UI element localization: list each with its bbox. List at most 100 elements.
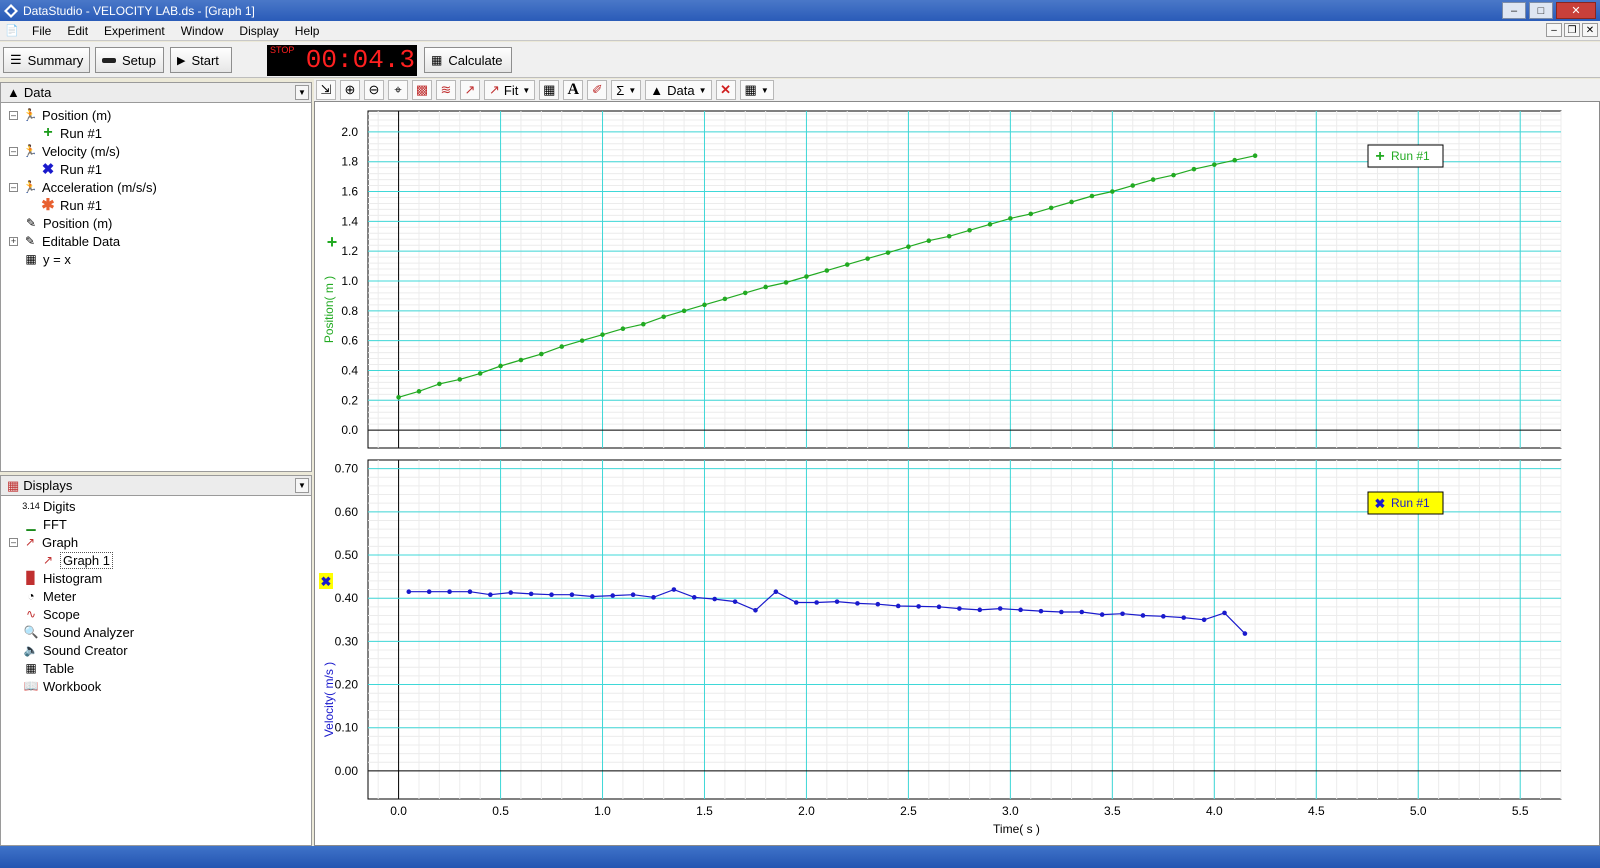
graph-icon: ↗ [24, 535, 36, 549]
displays-panel-dropdown[interactable]: ▼ [295, 478, 309, 493]
data-panel: ▲ Data ▼ – 🏃 Position (m) + Run #1 – 🏃 Veloci… [0, 82, 312, 472]
calculator-icon[interactable]: ▦ [539, 80, 560, 100]
display-item-label: Meter [43, 588, 77, 604]
velocity-data-point [671, 587, 677, 592]
delete-icon[interactable]: ✕ [715, 80, 736, 100]
graph-canvas[interactable]: 0.0 0.2 0.4 0.6 0.8 1.0 1.2 1.4 1.6 1.8 2.0 Positio… [315, 102, 1600, 847]
child-restore-button[interactable]: ❐ [1564, 23, 1580, 37]
menu-help[interactable]: Help [294, 23, 320, 38]
menu-experiment[interactable]: Experiment [104, 23, 165, 38]
velocity-data-point [651, 595, 656, 600]
display-item-graph[interactable]: – ↗ Graph [9, 533, 78, 551]
expand-icon[interactable]: + [9, 235, 18, 246]
minimize-button[interactable]: – [1502, 2, 1526, 19]
display-item-sound-analyzer[interactable]: 🔍 Sound Analyzer [24, 623, 135, 641]
tree-item-position-editable[interactable]: ✎ Position (m) [24, 214, 112, 232]
zoom-in-icon[interactable]: ⊕ [340, 80, 360, 100]
child-close-button[interactable]: ✕ [1582, 23, 1598, 37]
position-data-point [783, 280, 789, 285]
display-item-sound-creator[interactable]: 🔈 Sound Creator [24, 641, 128, 659]
chevron-down-icon: ▼ [628, 85, 637, 95]
velocity-data-point [630, 592, 636, 598]
display-item-table[interactable]: ▦ Table [24, 659, 74, 677]
position-data-point [722, 296, 728, 302]
display-item-graph-1[interactable]: ↗ Graph 1 [41, 551, 113, 569]
display-item-label: Table [43, 660, 75, 676]
fit-dropdown[interactable]: ↗ Fit ▼ [484, 80, 536, 100]
menu-window[interactable]: Window [180, 23, 224, 38]
close-button[interactable]: ✕ [1556, 2, 1596, 19]
velocity-y-axis-label: Velocity( m/s ) [322, 662, 336, 737]
chevron-down-icon: ▼ [522, 85, 531, 95]
position-y-tick-label: 0.6 [341, 334, 358, 348]
tree-item-velocity-run1[interactable]: ✖ Run #1 [41, 160, 102, 178]
display-item-histogram[interactable]: ▉ Histogram [24, 569, 102, 587]
velocity-data-point [1038, 608, 1044, 614]
graph-settings-dropdown[interactable]: ▦ ▼ [739, 80, 774, 100]
velocity-data-point [1018, 607, 1023, 613]
position-axis-plus-icon: + [327, 232, 338, 252]
velocity-data-point [610, 593, 616, 598]
collapse-icon[interactable]: – [9, 181, 18, 192]
display-item-label: Graph [42, 534, 79, 550]
tree-item-acceleration-run1[interactable]: ✱ Run #1 [41, 196, 102, 214]
zoom-select-icon[interactable]: ⌖ [388, 80, 408, 100]
slope-tool-icon[interactable]: ≋ [436, 80, 456, 100]
x-tick-label: 0.5 [492, 804, 509, 818]
sigma-icon: Σ [616, 82, 625, 98]
menu-edit[interactable]: Edit [67, 23, 89, 38]
collapse-icon[interactable]: – [9, 536, 18, 547]
tree-item-position-run1[interactable]: + Run #1 [41, 124, 102, 142]
display-item-meter[interactable]: ◔ Meter [24, 587, 76, 605]
display-item-digits[interactable]: 3.14 Digits [22, 497, 75, 515]
scale-to-fit-icon[interactable]: ⇲ [316, 80, 336, 100]
menu-file[interactable]: File [32, 23, 52, 38]
tree-item-acceleration[interactable]: – 🏃 Acceleration (m/s/s) [9, 178, 157, 196]
position-data-point [742, 290, 748, 296]
statistics-dropdown[interactable]: Σ ▼ [611, 80, 642, 100]
position-y-tick-label: 1.8 [341, 155, 358, 169]
display-item-workbook[interactable]: 📖 Workbook [24, 677, 102, 695]
curve-fit-icon[interactable]: ↗ [460, 80, 480, 100]
calculate-button[interactable]: ▦ Calculate [424, 47, 512, 73]
tree-item-position[interactable]: – 🏃 Position (m) [9, 106, 111, 124]
collapse-icon[interactable]: – [9, 109, 18, 120]
menu-display[interactable]: Display [239, 23, 279, 38]
velocity-data-point [1140, 613, 1146, 618]
display-item-label: Scope [43, 606, 80, 622]
velocity-y-tick-label: 0.20 [335, 678, 359, 692]
summary-button[interactable]: ☰ Summary [3, 47, 90, 73]
data-dropdown[interactable]: ▲ Data ▼ [645, 80, 712, 100]
tree-item-label: Velocity (m/s) [42, 143, 121, 159]
velocity-data-point [916, 604, 921, 609]
highlight-icon[interactable]: ✐ [587, 80, 608, 100]
data-panel-title: Data [23, 85, 52, 100]
digits-icon: 3.14 [22, 501, 40, 511]
setup-button[interactable]: Setup [95, 47, 164, 73]
tree-item-editable-data[interactable]: + ✎ Editable Data [9, 232, 120, 250]
x-tick-label: 1.5 [696, 804, 713, 818]
start-button[interactable]: ▶ Start [170, 47, 232, 73]
flask-icon: ▲ [650, 82, 664, 98]
smart-tool-icon[interactable]: ▩ [412, 80, 432, 100]
tree-item-velocity[interactable]: – 🏃 Velocity (m/s) [9, 142, 120, 160]
zoom-out-icon[interactable]: ⊖ [364, 80, 384, 100]
velocity-data-point [957, 606, 962, 611]
document-icon[interactable]: 📄 [5, 25, 19, 37]
tree-item-y-equals-x[interactable]: ▦ y = x [24, 250, 71, 268]
x-axis-label: Time( s ) [993, 822, 1040, 836]
annotation-text-icon[interactable]: A [563, 80, 584, 100]
velocity-data-point [977, 607, 983, 613]
display-item-fft[interactable]: ▁ FFT [24, 515, 66, 533]
display-item-scope[interactable]: ∿ Scope [24, 605, 80, 623]
fit-label: Fit [503, 82, 519, 98]
timer-status: STOP [270, 45, 295, 55]
data-panel-dropdown[interactable]: ▼ [295, 85, 309, 100]
collapse-icon[interactable]: – [9, 145, 18, 156]
child-minimize-button[interactable]: – [1546, 23, 1562, 37]
velocity-y-tick-label: 0.00 [335, 764, 359, 778]
maximize-button[interactable]: □ [1529, 2, 1553, 19]
summary-label: Summary [27, 52, 84, 68]
orange-asterisk-icon: ✱ [41, 197, 55, 214]
position-data-point [600, 332, 605, 337]
